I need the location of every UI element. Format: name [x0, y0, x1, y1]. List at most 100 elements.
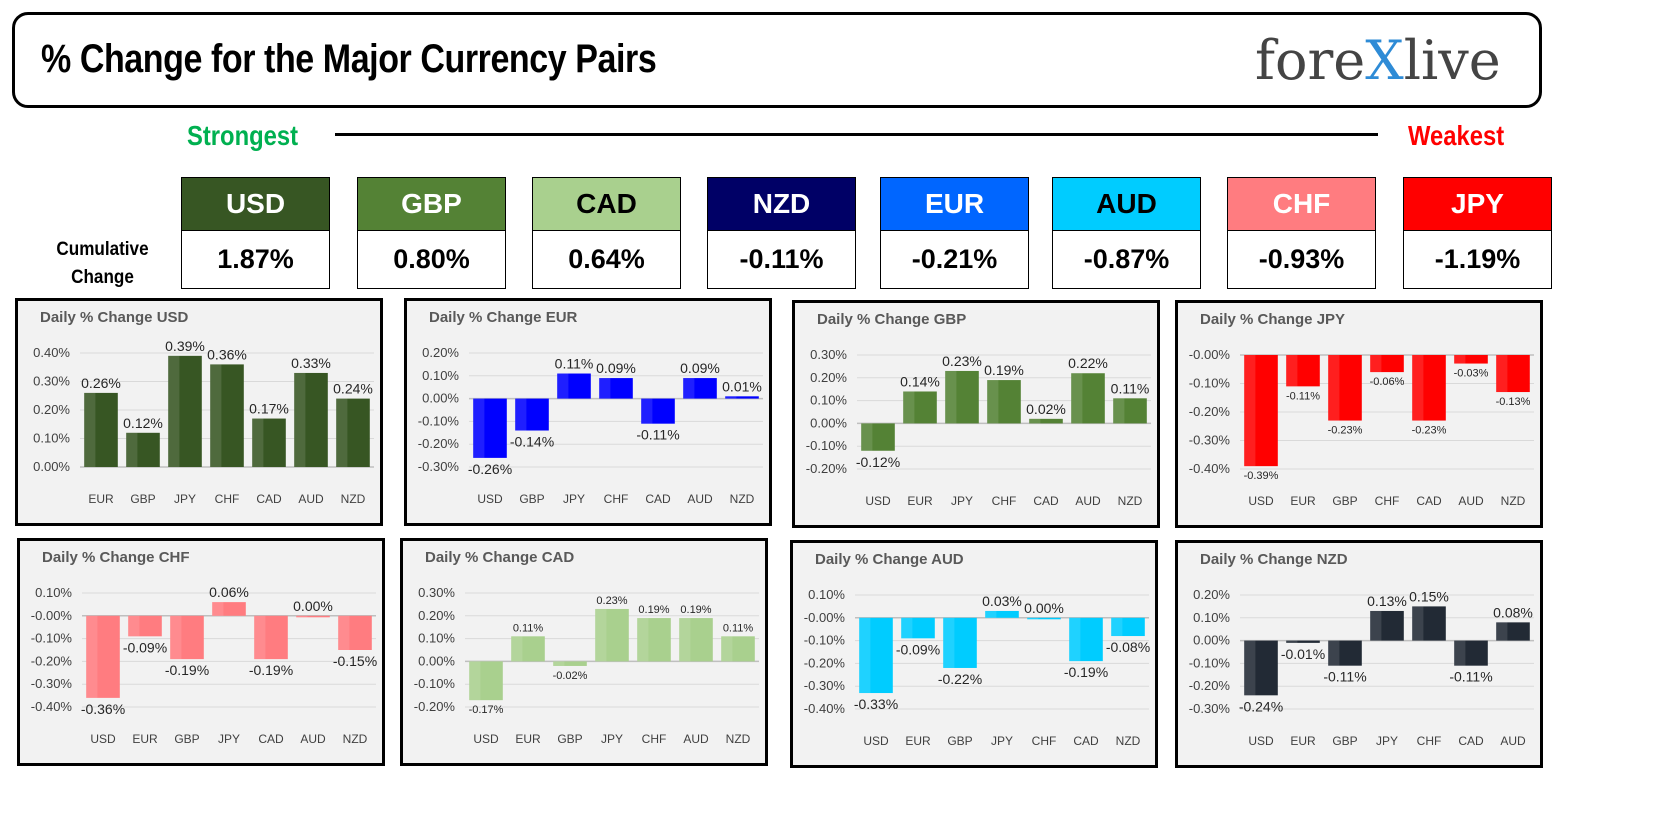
- bar-jpy: [168, 355, 202, 467]
- forexlive-logo: foreXlive: [1255, 29, 1501, 92]
- y-tick-label: -0.30%: [418, 459, 460, 474]
- y-tick-label: 0.00%: [418, 653, 455, 668]
- currency-code: USD: [182, 178, 329, 231]
- data-label: 0.00%: [1024, 600, 1064, 616]
- y-tick-label: -0.30%: [1189, 701, 1231, 716]
- data-label: -0.12%: [856, 454, 900, 470]
- x-tick-label: NZD: [726, 732, 751, 746]
- bar-highlight: [945, 370, 957, 424]
- data-label: 0.11%: [555, 356, 594, 372]
- y-tick-label: -0.10%: [1189, 655, 1231, 670]
- data-label: 0.08%: [1493, 604, 1533, 620]
- data-label: 0.02%: [1026, 401, 1066, 417]
- data-label: 0.00%: [293, 598, 333, 614]
- cumulative-change-label: Cumulative Change: [56, 239, 149, 288]
- y-tick-label: -0.10%: [804, 633, 846, 648]
- y-tick-label: 0.10%: [810, 393, 847, 408]
- data-label: 0.11%: [1111, 380, 1150, 396]
- bar-highlight: [296, 615, 308, 618]
- bar-aud: [679, 618, 713, 662]
- chart-panel-eur: Daily % Change EUR -0.30% -0.20% -0.10% 0.00…: [404, 298, 772, 526]
- bar-nzd: [721, 636, 755, 662]
- cumulative-value: 0.80%: [393, 244, 470, 274]
- x-tick-label: CHF: [1032, 734, 1057, 748]
- bar-highlight: [294, 372, 306, 467]
- currency-box-gbp: GBP 0.80%: [357, 177, 506, 289]
- y-tick-label: -0.10%: [418, 413, 460, 428]
- bar-highlight: [1244, 640, 1256, 696]
- bar-usd: [86, 615, 120, 698]
- x-tick-label: CHF: [642, 732, 667, 746]
- x-tick-label: USD: [863, 734, 889, 748]
- x-tick-label: AUD: [300, 732, 326, 746]
- bar-gbp: [170, 615, 204, 660]
- bar-usd: [469, 661, 503, 701]
- data-label: 0.06%: [209, 584, 249, 600]
- bar-cad: [1029, 418, 1063, 424]
- data-label: 0.19%: [680, 604, 711, 616]
- currency-box-aud: AUD -0.87%: [1052, 177, 1201, 289]
- y-tick-label: -0.30%: [804, 678, 846, 693]
- bar-aud: [1071, 373, 1105, 424]
- bar-aud: [1454, 355, 1488, 364]
- y-tick-label: -0.10%: [1189, 376, 1231, 391]
- y-tick-label: 0.00%: [422, 391, 459, 406]
- currency-box-jpy: JPY -1.19%: [1403, 177, 1552, 289]
- bar-nzd: [1111, 617, 1145, 637]
- bar-jpy: [595, 608, 629, 662]
- bar-highlight: [1111, 617, 1123, 637]
- bar-highlight: [641, 398, 653, 424]
- bar-chf: [637, 618, 671, 662]
- bar-chf: [599, 378, 633, 399]
- x-tick-label: NZD: [341, 492, 366, 506]
- data-label: 0.36%: [207, 346, 247, 362]
- data-label: 0.33%: [291, 355, 331, 371]
- bar-highlight: [903, 391, 915, 424]
- chart-panel-aud: Daily % Change AUD -0.40% -0.30% -0.20% -0.1…: [790, 540, 1158, 768]
- x-tick-label: EUR: [515, 732, 541, 746]
- currency-code: JPY: [1404, 178, 1551, 231]
- y-tick-label: 0.20%: [422, 345, 459, 360]
- x-tick-label: AUD: [1075, 494, 1101, 508]
- cumulative-value: -0.11%: [739, 244, 824, 274]
- y-tick-label: 0.00%: [1193, 633, 1230, 648]
- bar-highlight: [725, 396, 737, 399]
- bar-highlight: [1244, 355, 1256, 467]
- currency-box-usd: USD 1.87%: [181, 177, 330, 289]
- x-tick-label: JPY: [951, 494, 973, 508]
- bar-highlight: [1069, 617, 1081, 662]
- x-tick-label: CAD: [1033, 494, 1059, 508]
- x-tick-label: GBP: [519, 492, 544, 506]
- bar-eur: [1286, 355, 1320, 387]
- x-tick-label: CAD: [1073, 734, 1099, 748]
- y-tick-label: 0.20%: [418, 608, 455, 623]
- y-tick-label: -0.40%: [1189, 461, 1231, 476]
- x-tick-label: GBP: [174, 732, 199, 746]
- data-label: -0.24%: [1239, 698, 1283, 714]
- y-tick-label: 0.20%: [33, 402, 70, 417]
- x-tick-label: AUD: [683, 732, 709, 746]
- bar-eur: [84, 392, 118, 467]
- data-label: -0.08%: [1106, 639, 1150, 655]
- header-box: % Change for the Major Currency Pairs fo…: [12, 12, 1542, 108]
- bar-highlight: [1370, 355, 1382, 373]
- data-label: -0.14%: [510, 434, 554, 450]
- data-label: -0.19%: [1064, 664, 1108, 680]
- data-label: 0.24%: [333, 381, 373, 397]
- data-label: -0.19%: [249, 662, 293, 678]
- x-tick-label: CAD: [1416, 494, 1442, 508]
- x-tick-label: NZD: [730, 492, 755, 506]
- bar-chf: [1027, 617, 1061, 620]
- bar-highlight: [1286, 640, 1298, 643]
- bar-gbp: [943, 617, 977, 668]
- bar-cad: [1412, 355, 1446, 421]
- bar-highlight: [1286, 355, 1298, 387]
- bar-highlight: [336, 398, 348, 467]
- bar-highlight: [210, 364, 222, 467]
- data-label: -0.06%: [1370, 376, 1405, 388]
- bar-usd: [1244, 640, 1278, 696]
- bar-highlight: [859, 617, 871, 694]
- data-label: -0.23%: [1412, 425, 1447, 437]
- bar-highlight: [338, 615, 350, 650]
- x-tick-label: CHF: [992, 494, 1017, 508]
